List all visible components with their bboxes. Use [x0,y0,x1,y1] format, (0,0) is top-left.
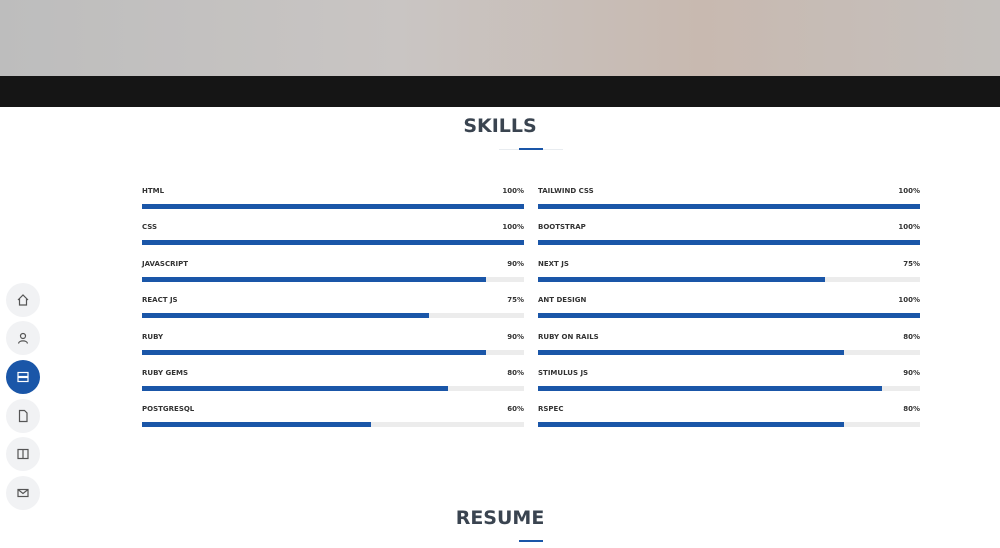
skill-percent: 80% [507,369,524,377]
progress-track [538,276,920,282]
hero-image [0,0,1000,76]
skill-name: RUBY ON RAILS [538,332,599,341]
skill-percent: 90% [507,332,524,341]
skill-name: POSTGRESQL [142,405,195,414]
skill-percent: 100% [502,223,524,232]
progress-track [538,422,920,428]
skill-percent: 100% [898,296,920,305]
progress-track [538,204,920,209]
skill-percent: 80% [903,405,920,414]
skill-percent: 60% [507,405,524,414]
nav-portfolio[interactable] [6,437,40,471]
section-title: RESUME [455,507,545,529]
skill-name: STIMULUS JS [538,369,589,377]
nav-contact[interactable] [6,476,40,510]
progress-bar [538,422,844,428]
skill-name: RSPEC [538,405,564,414]
progress-track [142,386,524,391]
skill-name: REACT JS [142,296,178,305]
skill-name: HTML [142,187,165,195]
skill-percent: 80% [903,332,920,341]
nav-skills[interactable] [6,360,40,394]
progress-track [142,276,524,282]
skill-percent: 90% [507,259,524,268]
skill-percent: 100% [898,223,920,232]
skill-percent: 100% [898,187,920,195]
progress-track [142,313,524,319]
skill-percent: 100% [502,187,524,195]
skill-percent: 75% [903,259,920,268]
progress-bar [538,386,882,391]
progress-track [142,422,524,428]
progress-bar [142,240,524,246]
skill-name: ANT DESIGN [538,296,587,305]
skill-name: RUBY GEMS [142,369,189,377]
nav-home[interactable] [6,283,40,317]
skill-percent: 90% [903,369,920,377]
progress-bar [538,313,920,319]
progress-bar [538,204,920,209]
skill-name: NEXT JS [538,259,569,268]
progress-bar [142,349,486,355]
nav-resume[interactable] [6,399,40,433]
progress-bar [142,204,524,209]
progress-track [538,313,920,319]
skill-name: RUBY [142,332,164,341]
skill-name: CSS [142,223,158,232]
title-underline [519,148,543,150]
title-underline [519,540,543,542]
progress-track [142,349,524,355]
nav-about[interactable] [6,321,40,355]
progress-bar [538,276,825,282]
progress-bar [142,276,486,282]
progress-track [142,204,524,209]
progress-track [538,240,920,246]
section-title: SKILLS [463,115,537,137]
progress-bar [142,422,372,428]
progress-track [538,386,920,391]
progress-bar [538,349,844,355]
progress-bar [142,313,429,319]
skill-name: JAVASCRIPT [142,259,188,268]
progress-track [538,349,920,355]
progress-bar [538,240,920,246]
progress-track [142,240,524,246]
header-band [0,76,1000,107]
skill-name: TAILWIND CSS [538,187,594,195]
skill-percent: 75% [507,296,524,305]
skill-name: BOOTSTRAP [538,223,586,232]
progress-bar [142,386,448,391]
